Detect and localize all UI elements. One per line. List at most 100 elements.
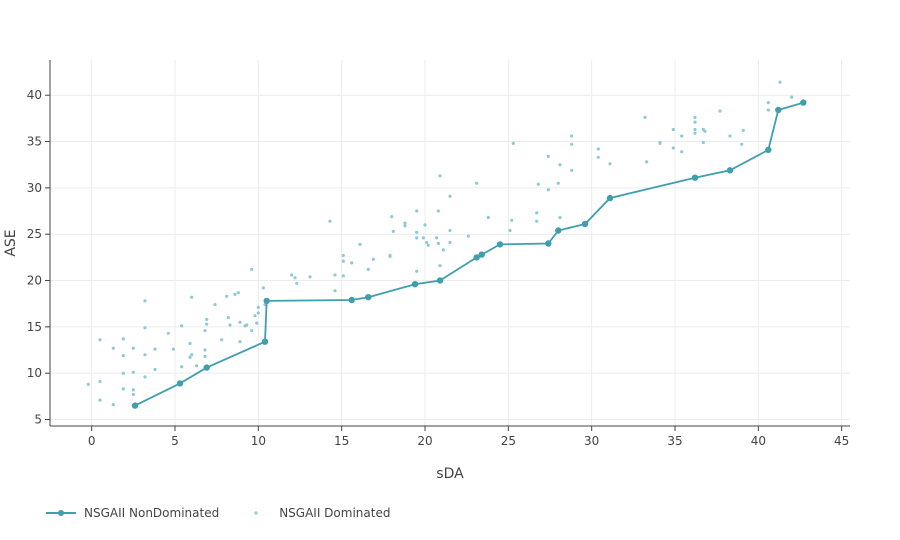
- x-tick-label: 45: [834, 434, 849, 448]
- dominated-point: [441, 248, 445, 252]
- y-axis-title: ASE: [3, 229, 19, 256]
- dominated-point: [250, 267, 254, 271]
- x-tick-label: 10: [251, 434, 266, 448]
- dominated-point: [693, 131, 697, 135]
- dominated-point: [341, 253, 345, 258]
- dominated-point: [171, 347, 175, 351]
- dominated-point: [728, 134, 732, 138]
- x-tick-label: 0: [88, 434, 96, 448]
- dominated-point: [341, 274, 345, 278]
- dominated-point: [718, 109, 722, 113]
- dominated-point: [293, 276, 297, 280]
- nondominated-point: [436, 277, 444, 284]
- dominated-point: [121, 387, 125, 391]
- legend-item-nondominated[interactable]: NSGAII NonDominated: [46, 505, 219, 521]
- nondominated-point: [411, 281, 419, 288]
- nondominated-point: [176, 380, 184, 387]
- dominated-point: [131, 392, 135, 397]
- x-tick-label: 30: [584, 434, 599, 448]
- nondominated-point: [496, 241, 504, 248]
- dominated-point: [143, 375, 147, 379]
- grid-lines: [50, 60, 850, 426]
- x-tick-label: 20: [417, 434, 432, 448]
- nondominated-point: [691, 174, 699, 181]
- dominated-point: [570, 168, 574, 172]
- dominated-point: [256, 311, 260, 315]
- dominated-point: [195, 364, 199, 368]
- nondominated-point: [581, 220, 589, 228]
- axes: [45, 60, 850, 431]
- nondominated-point: [765, 146, 772, 154]
- dominated-point: [671, 146, 675, 150]
- dominated-point: [415, 209, 419, 213]
- dominated-point: [238, 340, 242, 344]
- dominated-point: [658, 141, 662, 145]
- dominated-point: [333, 289, 337, 293]
- dominated-point: [256, 305, 260, 309]
- dominated-point: [153, 347, 157, 351]
- nondominated-line: [134, 101, 804, 407]
- dominated-point: [238, 320, 242, 324]
- dominated-point: [261, 286, 265, 290]
- dominated-point: [693, 115, 697, 119]
- dominated-point: [220, 338, 224, 342]
- dominated-point: [111, 403, 115, 407]
- dominated-point: [741, 128, 745, 132]
- dominated-point: [250, 329, 254, 333]
- dominated-point: [371, 257, 375, 261]
- dominated-point: [475, 181, 479, 185]
- dominated-point: [388, 253, 392, 258]
- dominated-point: [608, 162, 612, 166]
- x-tick-label: 35: [667, 434, 682, 448]
- nondominated-point: [775, 106, 782, 114]
- nondominated-point: [800, 99, 807, 106]
- dominated-point: [556, 181, 560, 185]
- dominated-point: [671, 127, 675, 132]
- dominated-point: [203, 354, 207, 359]
- dominated-point: [205, 322, 209, 326]
- dominated-point: [701, 140, 705, 145]
- dominated-point: [358, 242, 362, 246]
- dominated-point: [511, 141, 515, 145]
- dominated-point: [328, 219, 332, 223]
- y-tick-label: 20: [27, 274, 42, 288]
- dominated-point: [436, 209, 440, 213]
- y-tick-label: 30: [27, 181, 42, 195]
- dominated-point: [228, 323, 232, 327]
- dominated-point: [546, 154, 550, 158]
- dominated-point: [86, 382, 90, 386]
- dominated-point: [131, 370, 135, 374]
- legend-item-dominated[interactable]: NSGAII Dominated: [241, 505, 390, 521]
- dominated-point: [740, 142, 744, 146]
- dominated-point: [236, 291, 240, 295]
- x-tick-label: 15: [334, 434, 349, 448]
- dominated-point: [790, 95, 794, 99]
- dominated-point: [391, 229, 395, 233]
- tick-labels: 0 5 10 15 20 25 30 35 40 45 5 10 15 20 25 30 35 40: [27, 88, 850, 448]
- nondominated-point: [606, 194, 614, 202]
- dominated-point: [425, 240, 429, 245]
- dominated-point: [693, 120, 697, 124]
- dominated-point: [508, 228, 512, 233]
- dominated-point: [415, 236, 419, 240]
- dominated-point: [403, 224, 407, 228]
- dominated-point: [486, 215, 490, 220]
- dominated-point: [693, 127, 697, 132]
- dominated-point: [596, 147, 600, 151]
- nondominated-point: [545, 240, 552, 247]
- nondominated-point: [263, 297, 270, 305]
- dominated-point: [570, 134, 574, 138]
- dot-marker-icon: [254, 511, 258, 515]
- dominated-point: [205, 317, 209, 321]
- plot-area: [86, 80, 807, 409]
- x-tick-label: 25: [501, 434, 516, 448]
- dominated-point: [190, 353, 194, 357]
- dominated-point: [203, 329, 207, 333]
- nondominated-point: [726, 167, 734, 174]
- nondominated-point: [365, 294, 372, 301]
- dominated-point: [448, 228, 452, 233]
- dominated-point: [510, 218, 514, 222]
- x-tick-label: 40: [751, 434, 766, 448]
- dominated-point: [766, 108, 770, 112]
